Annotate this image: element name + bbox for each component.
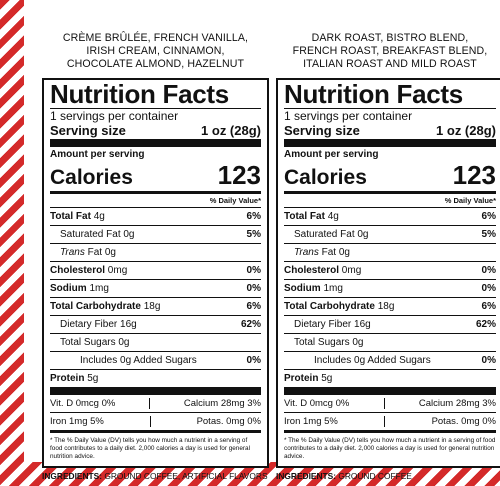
vitamin-row-2: Iron 1mg 5% Potas. 0mg 0% bbox=[284, 416, 496, 427]
servings-per-container: 1 servings per container bbox=[284, 109, 413, 123]
daily-value-footnote: * The % Daily Value (DV) tells you how m… bbox=[284, 437, 496, 461]
vitamin-row-1: Vit. D 0mcg 0% Calcium 28mg 3% bbox=[50, 398, 261, 409]
sodium-row: Sodium 1mg 0% bbox=[50, 279, 261, 297]
added-sugars-row: Includes 0g Added Sugars 0% bbox=[50, 351, 261, 369]
nutrition-facts-panel: Nutrition Facts 1 servings per container… bbox=[42, 78, 269, 468]
total-carbohydrate-row: Total Carbohydrate 18g 6% bbox=[50, 297, 261, 315]
nutrition-facts-title: Nutrition Facts bbox=[284, 79, 463, 109]
right-column: DARK ROAST, BISTRO BLEND, FRENCH ROAST, … bbox=[276, 0, 500, 482]
amount-per-serving: Amount per serving bbox=[284, 149, 379, 160]
sodium-row: Sodium 1mg 0% bbox=[284, 279, 496, 297]
total-sugars-row: Total Sugars 0g bbox=[284, 333, 496, 351]
flavor-list-right: DARK ROAST, BISTRO BLEND, FRENCH ROAST, … bbox=[292, 32, 488, 71]
nutrition-facts-panel: Nutrition Facts 1 servings per container… bbox=[276, 78, 500, 468]
calories-row: Calories 123 bbox=[284, 160, 496, 190]
saturated-fat-row: Saturated Fat 0g 5% bbox=[50, 225, 261, 243]
added-sugars-row: Includes 0g Added Sugars 0% bbox=[284, 351, 496, 369]
saturated-fat-row: Saturated Fat 0g 5% bbox=[284, 225, 496, 243]
vitamin-row-2: Iron 1mg 5% Potas. 0mg 0% bbox=[50, 416, 261, 427]
flavor-list-left: CRÈME BRÛLÉE, FRENCH VANILLA, IRISH CREA… bbox=[62, 32, 249, 71]
dietary-fiber-row: Dietary Fiber 16g 62% bbox=[50, 315, 261, 333]
daily-value-header: % Daily Value* bbox=[444, 196, 496, 205]
ingredients-left: INGREDIENTS: GROUND COFFEE, ARTIFICIAL F… bbox=[42, 470, 268, 481]
serving-size-row: Serving size 1 oz (28g) bbox=[284, 123, 496, 138]
product-card: CRÈME BRÛLÉE, FRENCH VANILLA, IRISH CREA… bbox=[24, 0, 500, 481]
servings-per-container: 1 servings per container bbox=[50, 109, 179, 123]
nutrition-facts-title: Nutrition Facts bbox=[50, 79, 229, 109]
cholesterol-row: Cholesterol 0mg 0% bbox=[284, 261, 496, 279]
total-fat-row: Total Fat 4g 6% bbox=[50, 207, 261, 225]
dietary-fiber-row: Dietary Fiber 16g 62% bbox=[284, 315, 496, 333]
protein-row: Protein 5g bbox=[284, 369, 496, 387]
protein-row: Protein 5g bbox=[50, 369, 261, 387]
daily-value-footnote: * The % Daily Value (DV) tells you how m… bbox=[50, 437, 251, 461]
serving-size-row: Serving size 1 oz (28g) bbox=[50, 123, 261, 138]
total-sugars-row: Total Sugars 0g bbox=[50, 333, 261, 351]
trans-fat-row: Trans Fat 0g bbox=[284, 243, 496, 261]
ingredients-right: INGREDIENTS: GROUND COFFEE bbox=[276, 470, 412, 481]
cholesterol-row: Cholesterol 0mg 0% bbox=[50, 261, 261, 279]
calories-row: Calories 123 bbox=[50, 160, 261, 190]
total-carbohydrate-row: Total Carbohydrate 18g 6% bbox=[284, 297, 496, 315]
vitamin-row-1: Vit. D 0mcg 0% Calcium 28mg 3% bbox=[284, 398, 496, 409]
total-fat-row: Total Fat 4g 6% bbox=[284, 207, 496, 225]
amount-per-serving: Amount per serving bbox=[50, 149, 145, 160]
left-column: CRÈME BRÛLÉE, FRENCH VANILLA, IRISH CREA… bbox=[42, 0, 269, 482]
trans-fat-row: Trans Fat 0g bbox=[50, 243, 261, 261]
daily-value-header: % Daily Value* bbox=[209, 196, 261, 205]
